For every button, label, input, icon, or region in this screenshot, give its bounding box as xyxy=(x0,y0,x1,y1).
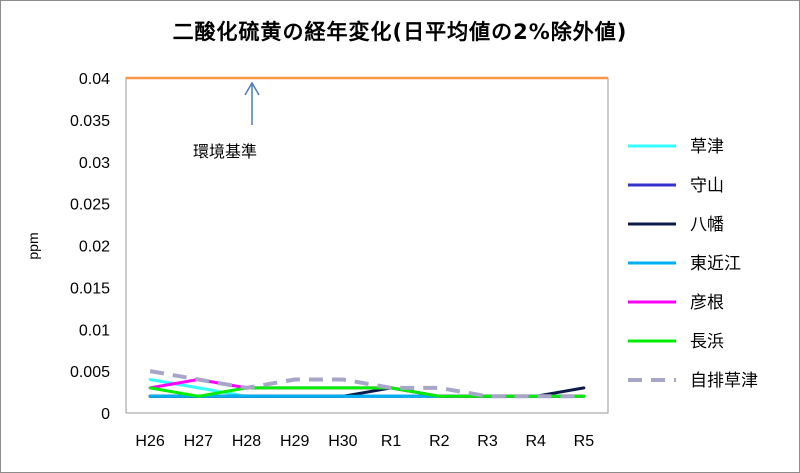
x-tick-label: H30 xyxy=(328,433,357,450)
x-tick-label: R5 xyxy=(574,433,595,450)
y-axis-label: ppm xyxy=(25,232,41,259)
legend-label: 自排草津 xyxy=(690,371,758,391)
reference-line-group: 環境基準 xyxy=(126,76,608,161)
y-tick-label: 0.04 xyxy=(79,71,110,88)
legend-label: 八幡 xyxy=(690,215,724,235)
x-tick-label: R2 xyxy=(429,433,450,450)
y-tick-label: 0.005 xyxy=(70,364,110,381)
series-lines xyxy=(148,369,586,399)
y-tick-label: 0.02 xyxy=(79,239,110,256)
reference-label: 環境基準 xyxy=(193,142,257,161)
x-tick-labels: H26 H27 H28 H29 H30 R1 R2 R3 R4 R5 xyxy=(135,433,594,450)
x-tick-label: H29 xyxy=(280,433,309,450)
y-tick-label: 0.025 xyxy=(70,197,110,214)
y-tick-label: 0 xyxy=(101,406,110,423)
x-tick-label: H28 xyxy=(232,433,261,450)
reference-arrow-head xyxy=(244,81,260,96)
x-tick-label: R3 xyxy=(477,433,498,450)
plot-area xyxy=(125,77,609,414)
legend-label: 守山 xyxy=(690,176,724,196)
legend-label: 草津 xyxy=(690,137,724,157)
x-tick-label: R1 xyxy=(381,433,402,450)
series-line-7 xyxy=(149,369,584,399)
y-tick-label: 0.035 xyxy=(70,113,110,130)
y-tick-labels: 0 0.005 0.01 0.015 0.02 0.025 0.03 0.035 0.04 xyxy=(70,71,110,423)
y-tick-label: 0.03 xyxy=(79,155,110,172)
legend-label: 長浜 xyxy=(690,332,724,352)
x-tick-label: H27 xyxy=(184,433,213,450)
y-tick-label: 0.015 xyxy=(70,280,110,297)
chart-title: 二酸化硫黄の経年変化(日平均値の2%除外値) xyxy=(172,20,628,44)
y-tick-label: 0.01 xyxy=(79,322,110,339)
series-line-6 xyxy=(148,386,586,398)
legend-label: 彦根 xyxy=(690,293,724,313)
legend-label: 東近江 xyxy=(690,254,741,274)
x-tick-label: R4 xyxy=(525,433,546,450)
x-tick-label: H26 xyxy=(135,433,164,450)
